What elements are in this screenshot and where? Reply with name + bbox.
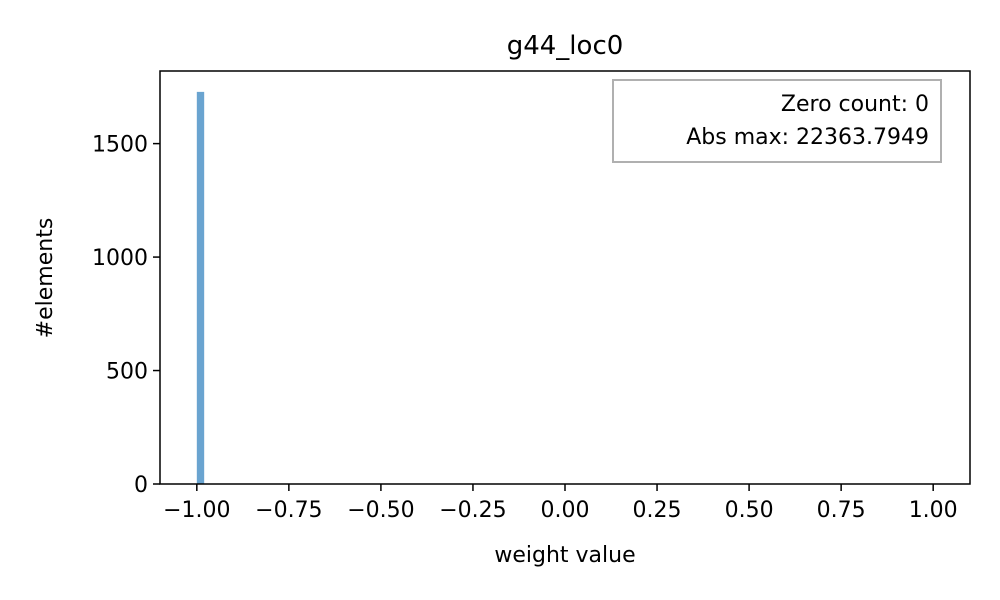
y-tick-label: 1000 xyxy=(92,246,148,271)
y-axis-ticks: 0 500 1000 1500 xyxy=(92,133,160,498)
zero-count-text: Zero count: 0 xyxy=(781,92,929,117)
y-tick-label: 1500 xyxy=(92,133,148,158)
bars-group xyxy=(196,91,205,484)
x-tick-label: 0.00 xyxy=(541,498,590,523)
x-tick-label: −1.00 xyxy=(163,498,230,523)
y-tick-label: 0 xyxy=(134,473,148,498)
x-tick-label: −0.75 xyxy=(255,498,322,523)
histogram-bar xyxy=(196,91,205,484)
x-tick-label: −0.25 xyxy=(439,498,506,523)
stats-annotation: Zero count: 0 Abs max: 22363.7949 xyxy=(612,79,942,163)
x-tick-label: 0.50 xyxy=(725,498,774,523)
x-tick-label: 1.00 xyxy=(909,498,958,523)
x-tick-label: −0.50 xyxy=(347,498,414,523)
abs-max-text: Abs max: 22363.7949 xyxy=(686,125,929,150)
stats-annotation-box xyxy=(612,79,942,163)
x-axis-label: weight value xyxy=(494,543,635,568)
x-axis-ticks: −1.00 −0.75 −0.50 −0.25 0.00 0.25 0.50 0.75 1.00 xyxy=(163,484,958,523)
y-tick-label: 500 xyxy=(106,360,148,385)
x-tick-label: 0.25 xyxy=(633,498,682,523)
y-axis-label: #elements xyxy=(33,218,58,339)
chart-title: g44_loc0 xyxy=(507,31,624,61)
x-tick-label: 0.75 xyxy=(817,498,866,523)
